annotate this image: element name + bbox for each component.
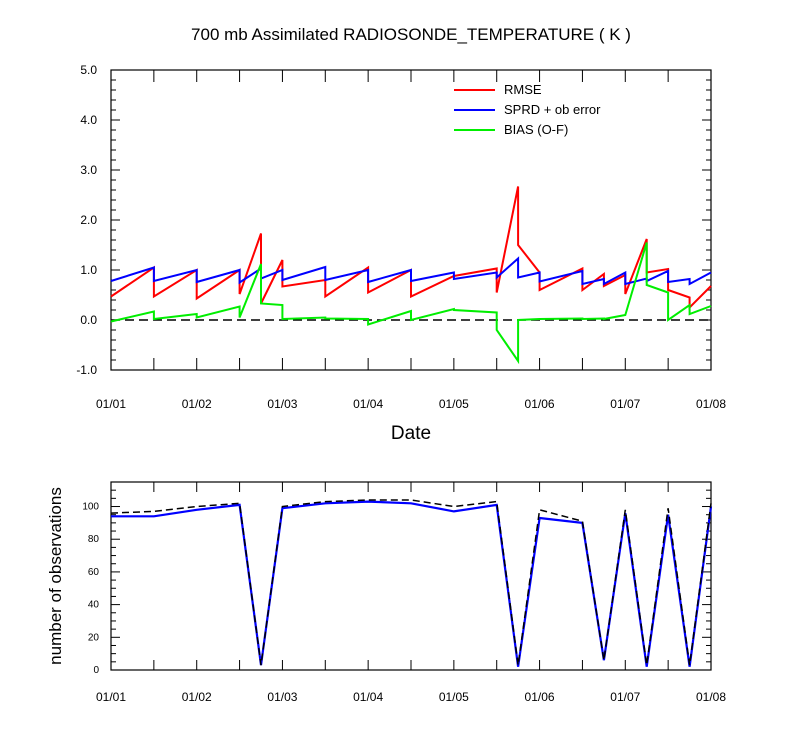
bottom-y-tick-label: 0	[93, 665, 99, 676]
legend: RMSE SPRD + ob error BIAS (O-F)	[454, 82, 601, 137]
top-x-axis-label: Date	[391, 423, 431, 444]
bottom-y-tick-label: 80	[88, 534, 100, 545]
chart-title: 700 mb Assimilated RADIOSONDE_TEMPERATUR…	[191, 25, 631, 44]
top-y-tick-label: 3.0	[80, 163, 97, 177]
bottom-chart: 0 20 40 60 80 100 01/01 01/02 01/03 01/04 01/05 01…	[46, 481, 726, 704]
bottom-x-tick-label: 01/08	[696, 690, 726, 704]
top-y-tick-label: 5.0	[80, 63, 97, 77]
bottom-x-tick-label: 01/05	[439, 690, 469, 704]
bottom-x-tick-label: 01/02	[182, 690, 212, 704]
top-x-tick-label: 01/04	[353, 397, 383, 411]
top-plot-frame	[110, 69, 712, 371]
sprd-line	[110, 256, 712, 286]
bottom-x-tick-label: 01/03	[267, 690, 297, 704]
top-x-tick-label: 01/01	[96, 397, 126, 411]
bottom-y-tick-label: 20	[88, 632, 100, 643]
top-y-tick-label: 1.0	[80, 263, 97, 277]
bias-line	[110, 242, 712, 365]
top-chart: -1.0 0.0 1.0 2.0 3.0 4.0 5.0 01/01 01/02 01/03 01…	[76, 63, 726, 444]
bottom-y-tick-label: 100	[82, 502, 99, 513]
top-x-tick-label: 01/08	[696, 397, 726, 411]
legend-label: RMSE	[504, 82, 542, 97]
obs-possible-line	[110, 499, 712, 666]
bottom-x-tick-label: 01/04	[353, 690, 383, 704]
top-y-tick-label: 4.0	[80, 113, 97, 127]
bottom-y-tick-label: 60	[88, 567, 100, 578]
bottom-x-tick-label: 01/06	[525, 690, 555, 704]
bottom-y-tick-label: 40	[88, 600, 100, 611]
top-x-tick-label: 01/02	[182, 397, 212, 411]
top-x-tick-label: 01/05	[439, 397, 469, 411]
top-y-tick-label: 0.0	[80, 313, 97, 327]
top-y-tick-label: -1.0	[76, 363, 97, 377]
legend-label: SPRD + ob error	[504, 102, 601, 117]
legend-label: BIAS (O-F)	[504, 122, 568, 137]
top-x-tick-label: 01/07	[610, 397, 640, 411]
bottom-x-tick-label: 01/01	[96, 690, 126, 704]
top-x-tick-label: 01/06	[525, 397, 555, 411]
top-y-tick-label: 2.0	[80, 213, 97, 227]
bottom-y-axis-label: number of observations	[46, 487, 65, 665]
obs-used-line	[111, 500, 713, 667]
rmse-line	[110, 186, 712, 310]
bottom-x-tick-label: 01/07	[610, 690, 640, 704]
top-x-tick-label: 01/03	[267, 397, 297, 411]
